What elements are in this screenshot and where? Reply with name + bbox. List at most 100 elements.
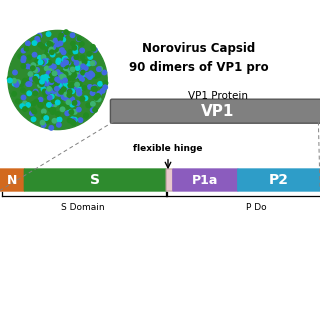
Point xyxy=(41,123,46,128)
Point xyxy=(55,69,60,75)
Point xyxy=(48,79,53,84)
Point xyxy=(51,81,56,86)
Point xyxy=(50,85,55,90)
Point xyxy=(59,89,64,94)
Point xyxy=(82,59,87,64)
Point xyxy=(71,118,76,123)
Point xyxy=(44,77,49,82)
Point xyxy=(7,76,12,81)
Point xyxy=(29,76,34,81)
Point xyxy=(57,78,62,83)
Point xyxy=(63,56,68,61)
Point xyxy=(29,111,35,116)
Point xyxy=(49,80,54,85)
Point xyxy=(28,76,33,81)
Point xyxy=(72,72,77,77)
Point xyxy=(49,72,54,77)
Point xyxy=(35,79,40,84)
Point xyxy=(81,71,86,76)
Point xyxy=(55,70,60,75)
Point xyxy=(49,48,54,53)
Point xyxy=(87,51,92,56)
Point xyxy=(77,76,83,81)
Point xyxy=(48,49,53,54)
Point xyxy=(70,87,75,92)
Point xyxy=(43,59,48,64)
Point xyxy=(52,78,58,83)
Point xyxy=(12,70,18,75)
Point xyxy=(56,74,61,79)
Point xyxy=(33,76,38,81)
Point xyxy=(91,46,96,52)
Point xyxy=(50,71,55,76)
Point xyxy=(27,91,32,96)
Point xyxy=(49,80,54,85)
Point xyxy=(48,85,53,90)
Point xyxy=(91,60,96,66)
Point xyxy=(67,109,72,114)
Point xyxy=(49,80,54,85)
Point xyxy=(74,85,79,90)
Point xyxy=(59,78,64,84)
Point xyxy=(32,41,37,46)
Point xyxy=(38,103,44,108)
Point xyxy=(60,70,65,75)
Point xyxy=(21,56,26,61)
Point xyxy=(60,74,65,79)
Point xyxy=(70,119,75,124)
Point xyxy=(95,93,100,99)
Point xyxy=(66,100,71,105)
Point xyxy=(25,41,30,46)
Point xyxy=(84,113,89,118)
Point xyxy=(78,74,83,79)
Point xyxy=(63,58,68,63)
Point xyxy=(21,95,26,100)
Point xyxy=(56,91,61,96)
Point xyxy=(54,75,59,80)
Point xyxy=(41,61,46,66)
Point xyxy=(49,50,54,55)
Point xyxy=(61,95,66,100)
Point xyxy=(26,102,31,108)
Text: P2: P2 xyxy=(269,173,289,187)
Point xyxy=(52,84,58,89)
Point xyxy=(50,64,55,69)
Point xyxy=(19,82,24,87)
Point xyxy=(72,45,77,50)
Text: P Do: P Do xyxy=(246,203,266,212)
Point xyxy=(72,74,77,79)
Point xyxy=(76,107,81,112)
Point xyxy=(49,64,54,69)
Point xyxy=(52,89,57,94)
Point xyxy=(79,41,84,46)
Point xyxy=(44,79,49,84)
Point xyxy=(37,33,42,38)
Point xyxy=(73,71,78,76)
Point xyxy=(92,108,98,113)
Point xyxy=(51,99,56,104)
Point xyxy=(35,68,40,73)
Point xyxy=(44,51,50,56)
Point xyxy=(92,84,97,90)
Point xyxy=(42,59,47,64)
Point xyxy=(44,100,49,105)
Point xyxy=(47,86,52,92)
Point xyxy=(69,68,75,73)
Point xyxy=(98,81,103,86)
Point xyxy=(41,114,46,119)
Point xyxy=(75,73,80,78)
Point xyxy=(52,72,58,77)
Point xyxy=(70,67,75,72)
Point xyxy=(53,47,59,52)
Point xyxy=(61,50,66,55)
Point xyxy=(57,77,62,83)
Point xyxy=(63,68,68,73)
Point xyxy=(44,66,49,71)
Point xyxy=(71,121,76,126)
Text: VP1 Protein: VP1 Protein xyxy=(188,91,248,101)
Point xyxy=(70,97,75,102)
Point xyxy=(37,83,43,88)
Point xyxy=(57,91,62,96)
Point xyxy=(44,74,49,79)
Point xyxy=(37,55,43,60)
